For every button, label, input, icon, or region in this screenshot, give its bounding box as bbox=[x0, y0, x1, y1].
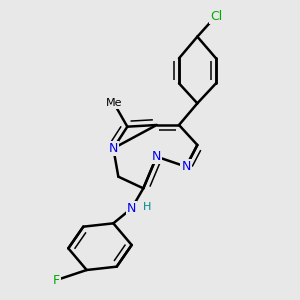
Text: N: N bbox=[127, 202, 136, 215]
Text: N: N bbox=[152, 150, 161, 163]
Text: H: H bbox=[142, 202, 151, 212]
Text: F: F bbox=[53, 274, 60, 286]
Text: Cl: Cl bbox=[210, 10, 222, 22]
Text: N: N bbox=[181, 160, 191, 173]
Text: N: N bbox=[109, 142, 118, 155]
Text: Me: Me bbox=[106, 98, 122, 108]
